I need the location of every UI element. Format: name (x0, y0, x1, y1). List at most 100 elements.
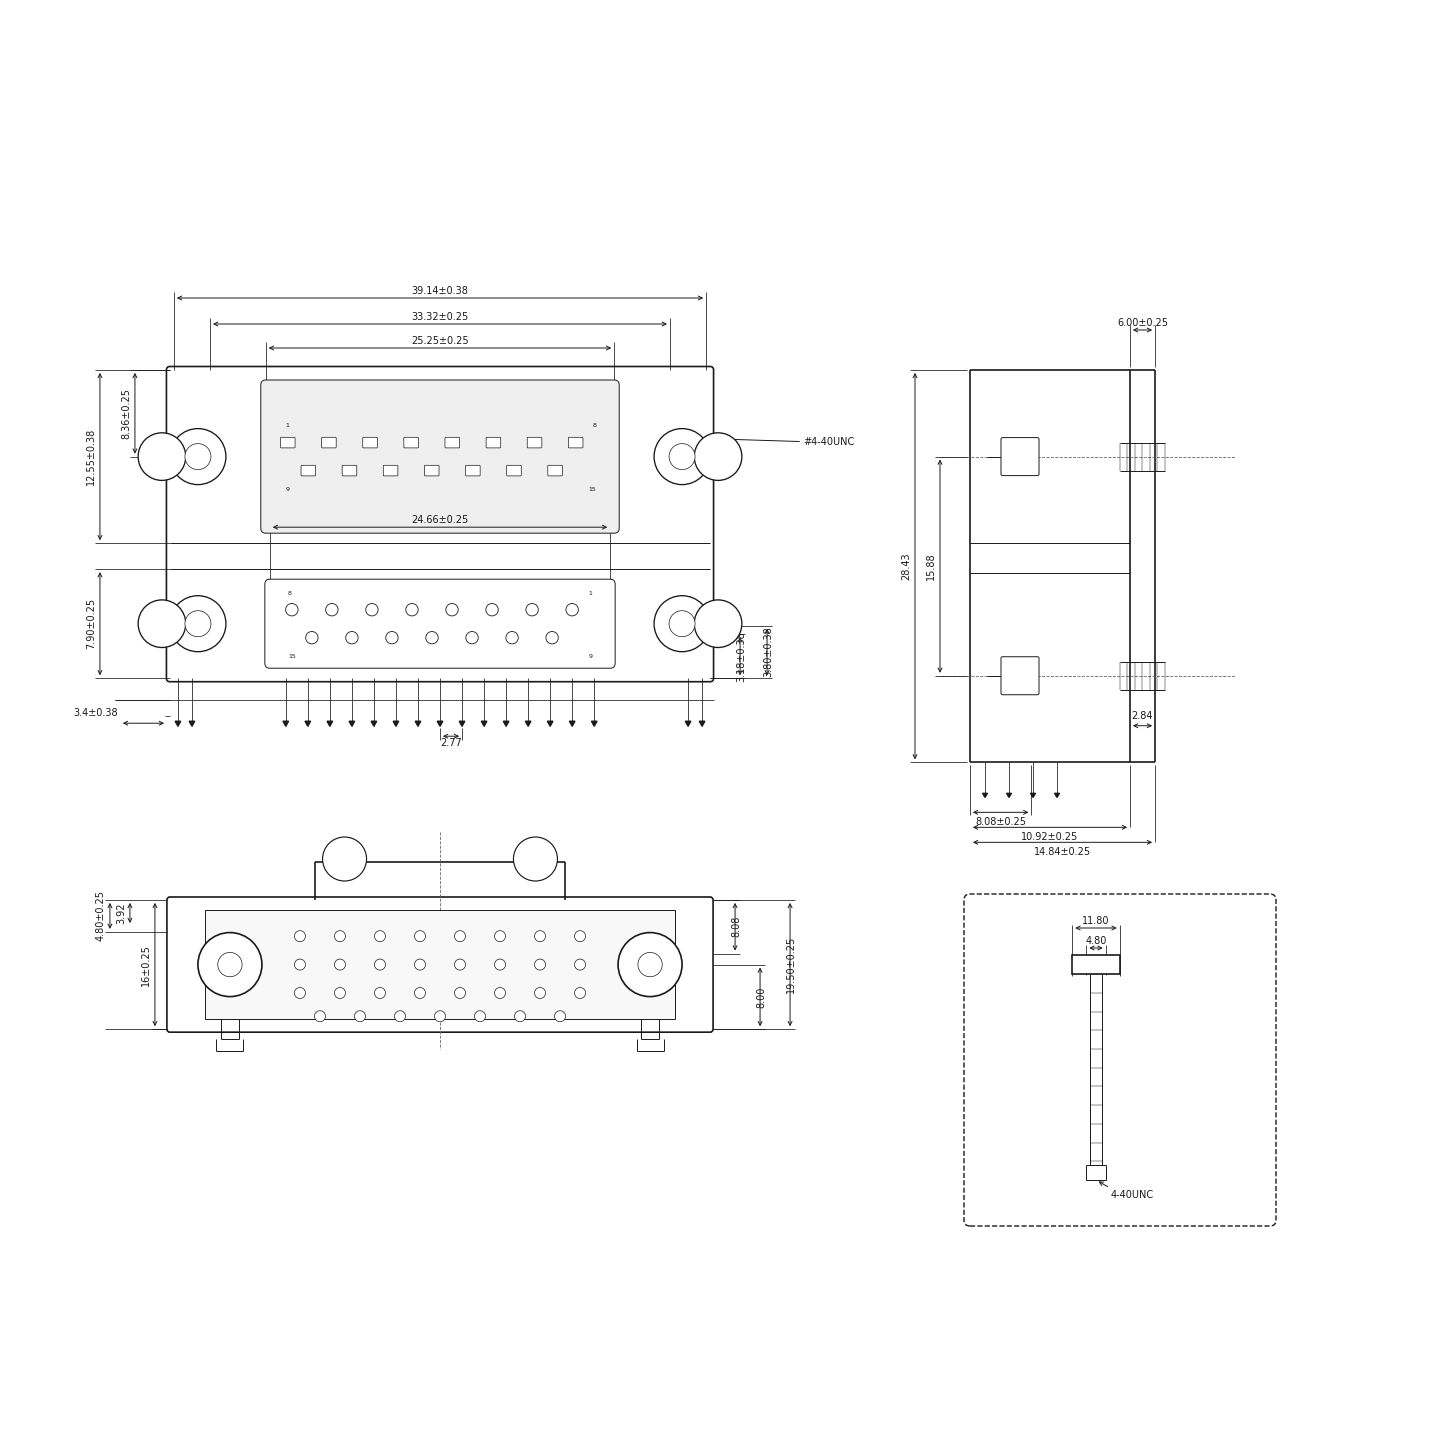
Text: 12.55±0.38: 12.55±0.38 (86, 428, 96, 485)
Polygon shape (1007, 793, 1011, 798)
Circle shape (415, 988, 425, 998)
Polygon shape (393, 721, 399, 726)
Polygon shape (348, 721, 354, 726)
Text: 8.36±0.25: 8.36±0.25 (121, 387, 131, 439)
Circle shape (170, 429, 226, 485)
Circle shape (415, 959, 425, 971)
Text: 19.50±0.25: 19.50±0.25 (786, 936, 796, 994)
Circle shape (285, 603, 298, 616)
Circle shape (325, 603, 338, 616)
FancyBboxPatch shape (1001, 657, 1040, 694)
Polygon shape (700, 721, 704, 726)
Polygon shape (526, 721, 531, 726)
Text: 4.80: 4.80 (1086, 936, 1107, 946)
Text: 1: 1 (589, 590, 592, 596)
FancyBboxPatch shape (465, 465, 480, 475)
Polygon shape (1054, 793, 1060, 798)
FancyBboxPatch shape (1001, 438, 1040, 475)
Polygon shape (305, 721, 311, 726)
FancyBboxPatch shape (547, 465, 563, 475)
FancyBboxPatch shape (265, 579, 615, 668)
Circle shape (170, 596, 226, 652)
Circle shape (526, 603, 539, 616)
Text: 3.92: 3.92 (117, 903, 125, 923)
Text: 14.84±0.25: 14.84±0.25 (1034, 847, 1092, 857)
Polygon shape (569, 721, 575, 726)
Circle shape (435, 1011, 445, 1022)
Text: 39.14±0.38: 39.14±0.38 (412, 287, 468, 297)
Text: 8.00: 8.00 (756, 986, 766, 1008)
Text: #4-40UNC: #4-40UNC (804, 436, 854, 446)
Text: 3.4±0.38: 3.4±0.38 (73, 708, 118, 719)
Text: 11.80: 11.80 (1083, 916, 1110, 926)
Circle shape (566, 603, 579, 616)
Polygon shape (547, 721, 553, 726)
Polygon shape (415, 721, 420, 726)
Text: 3.18±0.38: 3.18±0.38 (736, 631, 746, 681)
Text: 15: 15 (589, 487, 596, 491)
Circle shape (575, 959, 586, 971)
Circle shape (415, 930, 425, 942)
Polygon shape (284, 721, 288, 726)
Circle shape (346, 632, 359, 644)
Polygon shape (327, 721, 333, 726)
Circle shape (514, 1011, 526, 1022)
Text: 16±0.25: 16±0.25 (141, 943, 151, 985)
Circle shape (670, 444, 696, 469)
Circle shape (184, 444, 210, 469)
Circle shape (294, 930, 305, 942)
Circle shape (534, 959, 546, 971)
Circle shape (534, 930, 546, 942)
Polygon shape (372, 721, 377, 726)
Circle shape (670, 611, 696, 636)
Circle shape (494, 930, 505, 942)
Circle shape (323, 837, 367, 881)
Circle shape (138, 433, 186, 481)
Text: 1: 1 (285, 422, 289, 428)
FancyBboxPatch shape (425, 465, 439, 475)
Circle shape (618, 933, 683, 996)
Text: 25.25±0.25: 25.25±0.25 (412, 336, 469, 346)
Circle shape (197, 933, 262, 996)
Circle shape (217, 952, 242, 976)
FancyBboxPatch shape (281, 438, 295, 448)
Polygon shape (481, 721, 487, 726)
Text: 2.84: 2.84 (1132, 711, 1153, 721)
Circle shape (138, 600, 186, 648)
FancyBboxPatch shape (383, 465, 397, 475)
Polygon shape (982, 793, 988, 798)
Text: 8: 8 (592, 422, 596, 428)
FancyBboxPatch shape (261, 380, 619, 533)
Circle shape (534, 988, 546, 998)
Circle shape (546, 632, 559, 644)
Circle shape (455, 988, 465, 998)
Bar (1086, 1165, 1106, 1179)
FancyBboxPatch shape (527, 438, 541, 448)
Circle shape (455, 959, 465, 971)
Circle shape (334, 959, 346, 971)
FancyBboxPatch shape (363, 438, 377, 448)
FancyBboxPatch shape (403, 438, 419, 448)
Circle shape (314, 1011, 325, 1022)
Circle shape (654, 429, 710, 485)
FancyBboxPatch shape (507, 465, 521, 475)
Polygon shape (459, 721, 465, 726)
Circle shape (694, 600, 742, 648)
Circle shape (395, 1011, 406, 1022)
Text: 28.43: 28.43 (901, 553, 912, 580)
FancyBboxPatch shape (445, 438, 459, 448)
Circle shape (184, 611, 210, 636)
Circle shape (334, 930, 346, 942)
Circle shape (494, 988, 505, 998)
Circle shape (374, 988, 386, 998)
Text: 4-40UNC: 4-40UNC (1112, 1189, 1153, 1200)
Circle shape (334, 988, 346, 998)
Text: 24.66±0.25: 24.66±0.25 (412, 516, 468, 526)
Circle shape (305, 632, 318, 644)
Text: 6.00±0.25: 6.00±0.25 (1117, 318, 1168, 328)
Polygon shape (189, 721, 194, 726)
Text: 8.08±0.25: 8.08±0.25 (975, 818, 1027, 828)
Text: 9: 9 (588, 654, 592, 658)
FancyBboxPatch shape (963, 894, 1276, 1225)
Circle shape (426, 632, 438, 644)
